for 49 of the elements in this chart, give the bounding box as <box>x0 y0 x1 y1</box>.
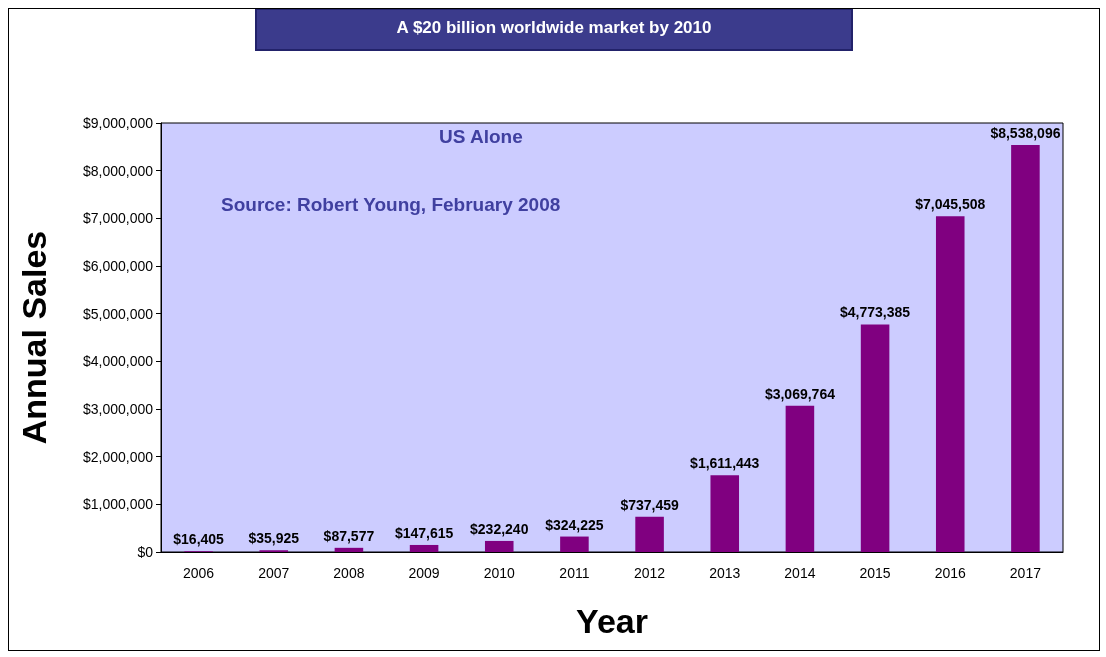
x-tick-label: 2010 <box>483 565 516 581</box>
bar <box>409 544 439 552</box>
x-tick-label: 2006 <box>183 565 215 581</box>
bar <box>710 475 740 552</box>
annotation: US Alone <box>439 126 523 147</box>
y-axis-title: Annual Sales <box>15 230 53 445</box>
data-label: $87,577 <box>323 527 375 544</box>
x-tick-label: 2013 <box>709 565 741 581</box>
data-label: $16,405 <box>173 531 225 548</box>
x-tick-label: 2014 <box>784 565 816 581</box>
data-label: $147,615 <box>394 524 454 541</box>
x-tick-label: 2012 <box>634 565 666 581</box>
chart-title: A $20 billion worldwide market by 2010 <box>396 18 712 37</box>
data-label: $8,538,096 <box>990 125 1061 142</box>
data-label: $3,069,764 <box>764 385 836 402</box>
bar <box>334 547 364 552</box>
y-tick-label: $8,000,000 <box>82 162 154 179</box>
y-tick-label: $4,000,000 <box>82 353 154 370</box>
bar <box>860 324 890 552</box>
bar <box>935 216 965 552</box>
y-tick-label: $3,000,000 <box>82 401 154 417</box>
data-label: $4,773,385 <box>840 304 911 321</box>
y-tick-label: $2,000,000 <box>82 448 154 465</box>
x-tick-label: 2015 <box>859 565 891 581</box>
bar <box>560 536 589 552</box>
x-tick-label: 2011 <box>559 565 590 581</box>
x-axis-title: Year <box>576 602 648 640</box>
data-label: $7,045,508 <box>915 196 986 213</box>
data-label: $232,240 <box>470 520 529 537</box>
y-tick-label: $0 <box>137 544 154 560</box>
x-tick-label: 2007 <box>258 565 290 581</box>
y-tick-label: $6,000,000 <box>82 258 154 274</box>
annotation: Source: Robert Young, February 2008 <box>221 194 561 215</box>
bar <box>1011 145 1040 552</box>
y-tick-label: $5,000,000 <box>82 305 154 322</box>
data-label: $324,225 <box>545 516 604 533</box>
data-label: $1,611,443 <box>690 455 760 472</box>
x-tick-label: 2016 <box>934 565 967 581</box>
x-tick-label: 2008 <box>333 565 365 581</box>
y-tick-label: $7,000,000 <box>82 210 154 227</box>
y-tick-label: $1,000,000 <box>82 496 154 513</box>
bar <box>484 540 514 552</box>
y-tick-label: $9,000,000 <box>82 115 154 131</box>
bar <box>785 405 815 552</box>
x-tick-label: 2009 <box>408 565 440 581</box>
x-tick-label: 2017 <box>1009 565 1042 581</box>
bar <box>635 516 664 552</box>
data-label: $35,925 <box>248 530 300 547</box>
data-label: $737,459 <box>620 496 679 513</box>
